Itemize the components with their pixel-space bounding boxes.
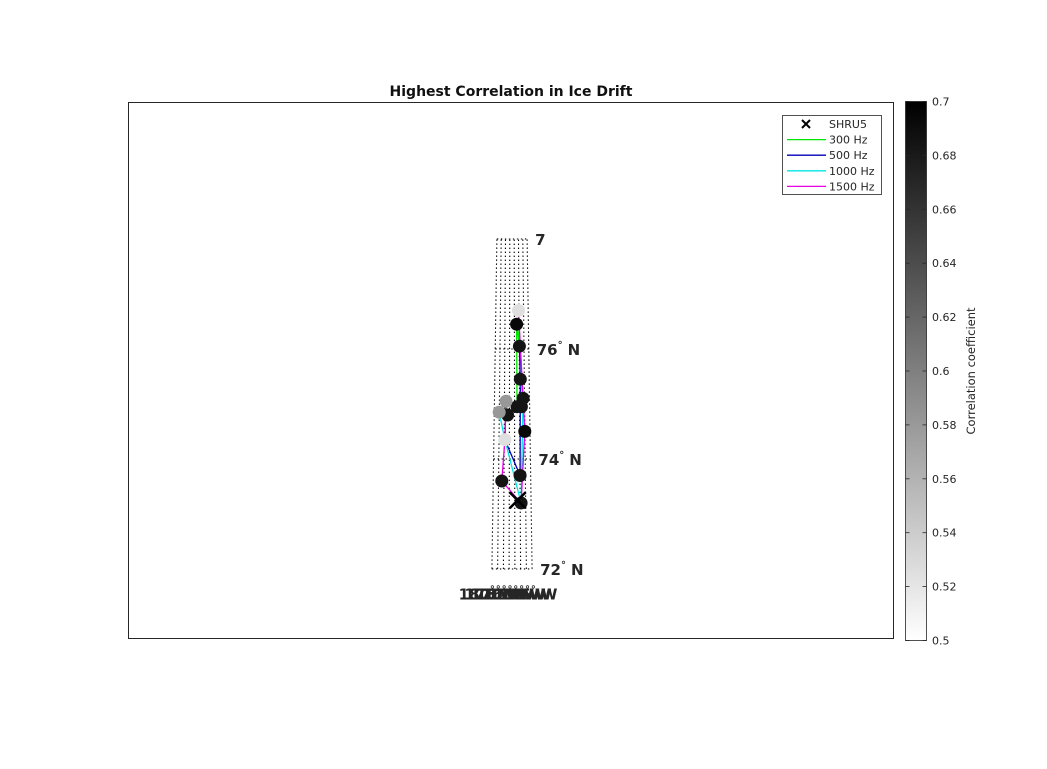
- colorbar-tick-label: 0.6: [932, 365, 950, 378]
- meridian-label-165w: 165° W: [476, 585, 534, 604]
- parallel-label-76n: 76° N: [537, 340, 580, 359]
- parallel-label-74n: 74° N: [538, 450, 581, 469]
- meridian-180w: [491, 238, 498, 569]
- data-point-m: [513, 469, 527, 482]
- meridian-label-145w: 145° W: [500, 585, 558, 604]
- meridian-label-180w: 180° W: [459, 585, 517, 604]
- data-point-h: [510, 400, 524, 414]
- parallel-label-72n: 72° N: [540, 560, 583, 579]
- legend: SHRU5 300 Hz 500 Hz 1000 Hz 1500 Hz: [782, 115, 882, 195]
- meridian-label-155w: 155° W: [488, 585, 546, 604]
- legend-label-500-hz: 500 Hz: [829, 149, 868, 162]
- data-point-o: [495, 474, 509, 488]
- legend-label-shru5: SHRU5: [829, 118, 867, 131]
- colorbar: 0.5 0.52 0.54 0.56 0.58 0.6 0.62 0.64 0.66 0.68 0.…: [905, 96, 978, 648]
- legend-label-1500-hz: 1500 Hz: [829, 180, 875, 193]
- meridian-label-170w: 170° W: [470, 585, 528, 604]
- legend-label-1000-hz: 1000 Hz: [829, 165, 875, 178]
- data-point-i: [499, 394, 513, 408]
- meridian-label-150w: 150° W: [494, 585, 552, 604]
- axes-box: [128, 102, 894, 639]
- chart-title: Highest Correlation in Ice Drift: [390, 84, 633, 100]
- meridian-label-175w: 175° W: [464, 585, 522, 604]
- shru5-marker: [508, 491, 527, 510]
- legend-marker-icon: [801, 119, 811, 129]
- colorbar-tick-label: 0.7: [932, 96, 950, 109]
- data-point-d: [513, 372, 527, 386]
- meridian-145w: [526, 238, 533, 569]
- colorbar-tick-label: 0.52: [932, 581, 957, 594]
- colorbar-tick-label: 0.68: [932, 149, 957, 162]
- colorbar-tick-label: 0.66: [932, 203, 957, 216]
- colorbar-tick-label: 0.64: [932, 257, 957, 270]
- shru5-x-icon: [508, 491, 527, 510]
- data-point-c: [512, 339, 526, 353]
- data-point-a: [512, 304, 525, 317]
- colorbar-tick-label: 0.58: [932, 419, 957, 432]
- data-point-k: [492, 405, 506, 419]
- data-point-l: [498, 433, 512, 447]
- colorbar-tick-label: 0.5: [932, 635, 950, 648]
- data-point-b: [510, 317, 524, 331]
- colorbar-tick-label: 0.54: [932, 527, 957, 540]
- meridian-175w: [497, 238, 502, 569]
- meridian-label-160w: 160° W: [482, 585, 540, 604]
- data-point-g: [518, 424, 532, 438]
- colorbar-tick-label: 0.56: [932, 473, 957, 486]
- correlation-points: [492, 304, 532, 510]
- parallel-label-78n: 7: [535, 231, 545, 249]
- colorbar-label: Correlation coefficient: [964, 307, 978, 435]
- legend-label-300-hz: 300 Hz: [829, 134, 868, 147]
- colorbar-tick-label: 0.62: [932, 311, 957, 324]
